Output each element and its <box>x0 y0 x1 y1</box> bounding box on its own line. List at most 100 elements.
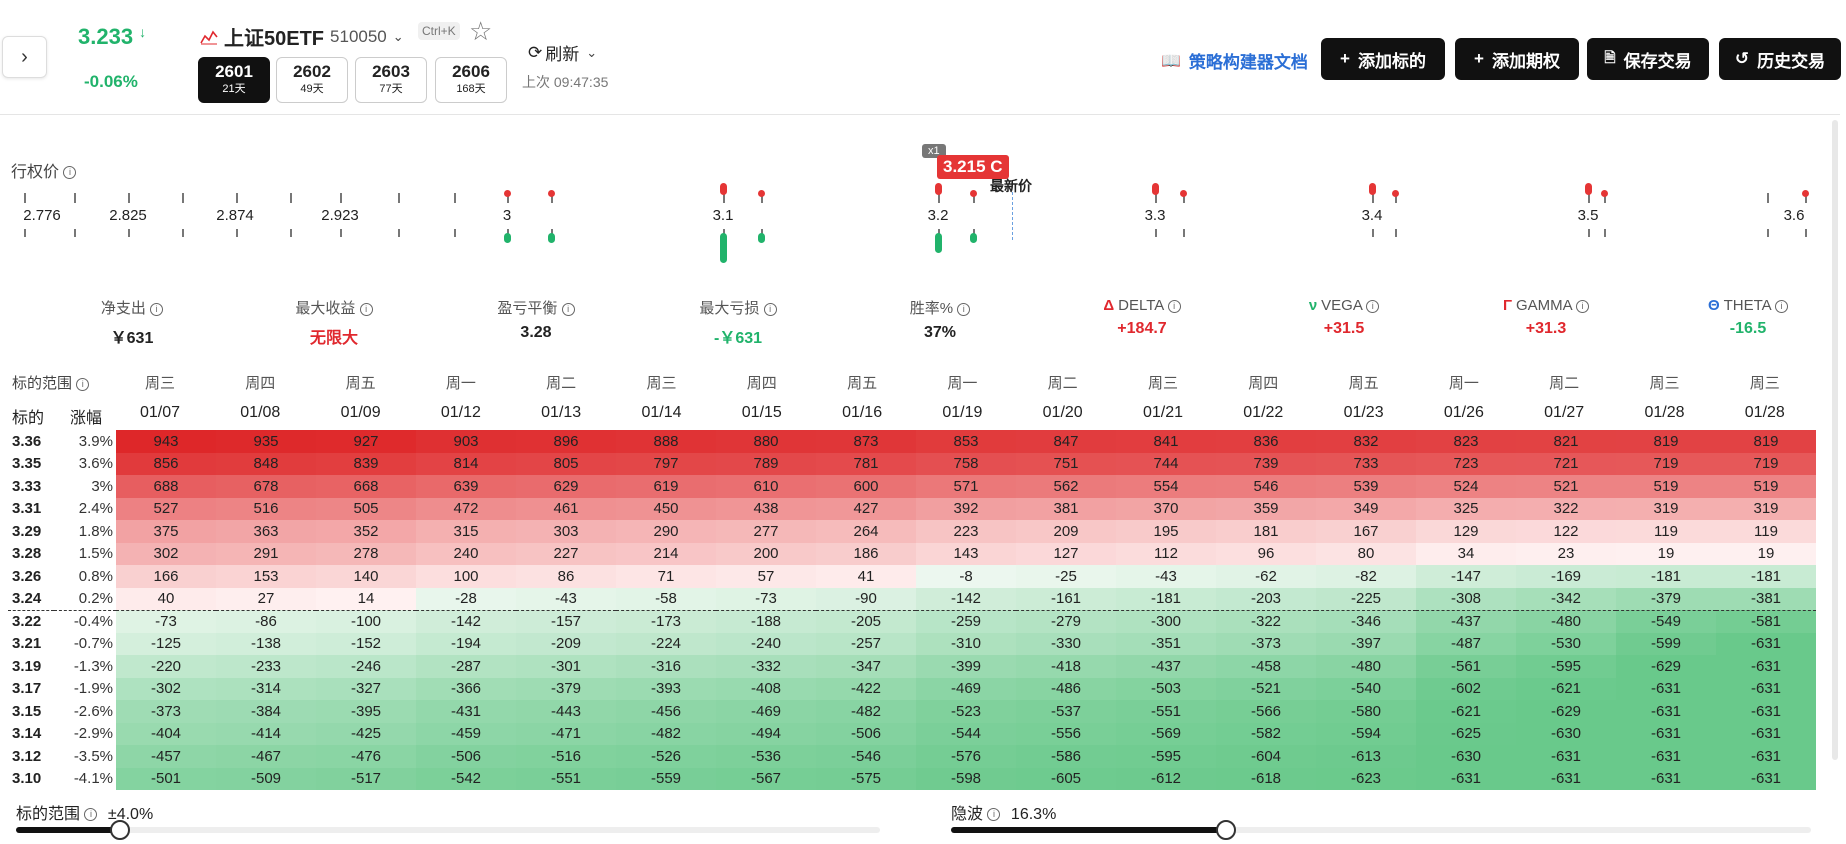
scrollbar[interactable] <box>1832 120 1838 760</box>
history-button[interactable]: ↺ 历史交易 <box>1719 38 1841 80</box>
expiry-tab-3[interactable]: 2606 168天 <box>435 57 507 103</box>
table-row[interactable]: 3.10 -4.1% -501 -509 -517 -542 -551 -559 -567 -57… <box>8 767 1816 790</box>
info-icon[interactable]: i <box>63 166 77 180</box>
pnl-cell: 375 <box>116 520 216 543</box>
put-marker[interactable] <box>548 233 555 243</box>
date-header: 01/28 <box>1744 404 1785 421</box>
expiry-tab-2[interactable]: 2603 77天 <box>355 57 427 103</box>
call-marker[interactable] <box>720 183 727 195</box>
pnl-cell: -567 <box>716 767 816 790</box>
call-marker[interactable] <box>1369 183 1376 195</box>
range-slider-track[interactable] <box>16 827 880 833</box>
star-icon[interactable]: ☆ <box>469 16 493 46</box>
info-icon[interactable]: i <box>76 377 90 391</box>
table-row[interactable]: 3.14 -2.9% -404 -414 -425 -459 -471 -482 -494 -50… <box>8 722 1816 745</box>
pnl-cell: -480 <box>1316 655 1416 678</box>
table-row[interactable]: 3.35 3.6% 856 848 839 814 805 797 789 781 758 751 74… <box>8 452 1816 475</box>
call-marker[interactable] <box>1601 190 1608 197</box>
pnl-cell: -595 <box>1116 745 1216 768</box>
range-slider-handle[interactable] <box>110 820 130 840</box>
call-marker[interactable] <box>1180 190 1187 197</box>
put-marker[interactable] <box>970 233 977 243</box>
strike-tick <box>398 193 400 203</box>
add-option-button[interactable]: + 添加期权 <box>1455 38 1579 80</box>
info-icon[interactable]: i <box>957 302 971 316</box>
info-icon[interactable]: i <box>150 302 164 316</box>
table-row[interactable]: 3.21 -0.7% -125 -138 -152 -194 -209 -224 -240 -25… <box>8 632 1816 655</box>
call-marker[interactable] <box>1585 183 1592 195</box>
table-row[interactable]: 3.17 -1.9% -302 -314 -327 -366 -379 -393 -408 -42… <box>8 677 1816 700</box>
pnl-cell: -330 <box>1016 632 1116 655</box>
table-row[interactable]: 3.28 1.5% 302 291 278 240 227 214 200 186 143 127 11… <box>8 542 1816 565</box>
call-marker[interactable] <box>935 183 942 195</box>
iv-slider-handle[interactable] <box>1216 820 1236 840</box>
underlying-price-cell: 3.31 <box>12 500 42 518</box>
pnl-cell: -605 <box>1016 767 1116 790</box>
underlying-selector[interactable]: 上证50ETF 510050 ⌄ <box>200 22 404 51</box>
pnl-cell: -576 <box>916 745 1016 768</box>
put-marker[interactable] <box>935 233 942 253</box>
weekday-header: 周二 <box>546 375 577 392</box>
info-icon[interactable]: i <box>359 302 373 316</box>
call-marker[interactable] <box>1802 190 1809 197</box>
put-marker[interactable] <box>720 233 727 263</box>
strike-label: 2.776 <box>23 207 61 224</box>
put-marker[interactable] <box>758 233 765 243</box>
expand-sidebar-button[interactable]: › <box>2 36 47 78</box>
info-icon[interactable]: i <box>987 808 1001 822</box>
call-marker[interactable] <box>1392 190 1399 197</box>
add-underlying-button[interactable]: + 添加标的 <box>1321 38 1445 80</box>
strike-tick <box>1767 229 1769 237</box>
pnl-cell: 719 <box>1716 452 1816 475</box>
underlying-price-cell: 3.10 <box>12 770 42 788</box>
chevron-right-icon: › <box>21 45 28 68</box>
refresh-button[interactable]: ⟳ 刷新 ⌄ <box>528 42 598 65</box>
pnl-cell: 819 <box>1616 430 1716 453</box>
table-row[interactable]: 3.31 2.4% 527 516 505 472 461 450 438 427 392 381 37… <box>8 497 1816 520</box>
pnl-cell: -631 <box>1616 722 1716 745</box>
pnl-cell: 562 <box>1016 475 1116 498</box>
table-row[interactable]: 3.33 3% 688 678 668 639 629 619 610 600 571 562 554 5… <box>8 475 1816 498</box>
pnl-cell: 214 <box>616 542 716 565</box>
call-marker[interactable] <box>548 190 555 197</box>
expiry-code: 2606 <box>452 62 490 81</box>
save-trade-button[interactable]: 🗎 保存交易 <box>1587 38 1709 80</box>
info-icon[interactable]: i <box>1775 299 1789 313</box>
expiry-tab-1[interactable]: 2602 49天 <box>276 57 348 103</box>
info-icon[interactable]: i <box>561 302 575 316</box>
call-marker[interactable] <box>970 190 977 197</box>
info-icon[interactable]: i <box>1366 299 1380 313</box>
pnl-cell: -631 <box>1716 655 1816 678</box>
table-row[interactable]: 3.29 1.8% 375 363 352 315 303 290 277 264 223 209 19… <box>8 520 1816 543</box>
table-row[interactable]: 3.19 -1.3% -220 -233 -246 -287 -301 -316 -332 -34… <box>8 655 1816 678</box>
info-icon[interactable]: i <box>84 808 98 822</box>
call-marker[interactable] <box>1152 183 1159 195</box>
table-row[interactable]: 3.24 0.2% 40 27 14 -28 -43 -58 -73 -90 -142 -161 -18… <box>8 587 1816 610</box>
pnl-cell: 927 <box>316 430 416 453</box>
table-row[interactable]: 3.36 3.9% 943 935 927 903 896 888 880 873 853 847 84… <box>8 430 1816 453</box>
info-icon[interactable]: i <box>1167 299 1181 313</box>
table-row[interactable]: 3.15 -2.6% -373 -384 -395 -431 -443 -456 -469 -48… <box>8 700 1816 723</box>
table-row[interactable]: 3.22 -0.4% -73 -86 -100 -142 -157 -173 -188 -205-… <box>8 609 1816 633</box>
iv-slider-track[interactable] <box>951 827 1811 833</box>
docs-link[interactable]: 📖 策略构建器文档 <box>1161 52 1308 73</box>
pnl-cell: 744 <box>1116 452 1216 475</box>
table-row[interactable]: 3.26 0.8% 166 153 140 100 86 71 57 41 -8 -25 -43 -62-… <box>8 565 1816 588</box>
strike-tick <box>1767 193 1769 203</box>
strike-label: 2.923 <box>321 207 359 224</box>
pnl-cell: 322 <box>1516 497 1616 520</box>
put-marker[interactable] <box>504 233 511 243</box>
date-header: 01/09 <box>340 404 381 421</box>
pnl-cell: 290 <box>616 520 716 543</box>
table-row[interactable]: 3.12 -3.5% -457 -467 -476 -506 -516 -526 -536 -54… <box>8 745 1816 768</box>
pnl-cell: -302 <box>116 677 216 700</box>
pnl-cell: -8 <box>916 565 1016 588</box>
pnl-cell: -142 <box>416 609 516 633</box>
expiry-tab-0[interactable]: 2601 21天 <box>198 57 270 103</box>
position-label[interactable]: 3.215 C <box>937 155 1009 179</box>
info-icon[interactable]: i <box>763 302 777 316</box>
change-cell: 1.8% <box>78 522 113 540</box>
info-icon[interactable]: i <box>1576 299 1590 313</box>
call-marker[interactable] <box>504 190 511 197</box>
call-marker[interactable] <box>758 190 765 197</box>
